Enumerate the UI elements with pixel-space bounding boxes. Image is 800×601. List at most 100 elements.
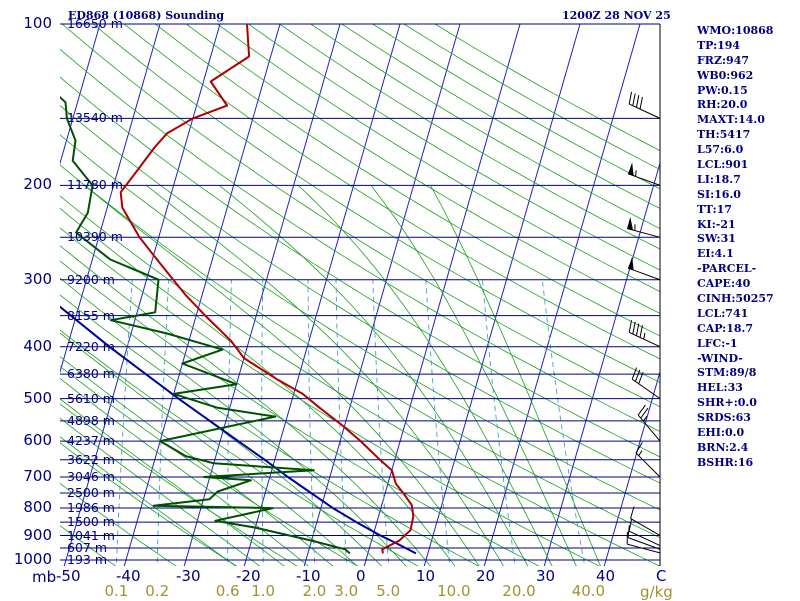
stat-item: BSHR:16 bbox=[697, 456, 800, 471]
wind-barb bbox=[632, 368, 660, 399]
isotherm-line bbox=[363, 24, 520, 571]
temperature-tick-label: 20 bbox=[476, 568, 495, 584]
mixing-ratio-tick-label: 0.1 bbox=[105, 583, 129, 599]
moist-adiabat-line bbox=[219, 185, 530, 571]
temperature-tick-label: C bbox=[656, 568, 666, 584]
stat-item: LCL:901 bbox=[697, 158, 800, 173]
pressure-tick-label: 500 bbox=[2, 390, 52, 406]
pressure-tick-label: 600 bbox=[2, 432, 52, 448]
height-label: 1986 m bbox=[67, 501, 115, 515]
temperature-tick-label: -30 bbox=[176, 568, 201, 584]
wind-barb bbox=[628, 257, 660, 280]
mixing-ratio-tick-label: 0.2 bbox=[145, 583, 169, 599]
stat-item: SRDS:63 bbox=[697, 411, 800, 426]
mixing-ratio-tick-label: 1.0 bbox=[251, 583, 275, 599]
stat-item: CAPE:40 bbox=[697, 277, 800, 292]
stat-item: -WIND- bbox=[697, 352, 800, 367]
moist-adiabat-line bbox=[0, 185, 363, 571]
height-label: 193 m bbox=[67, 553, 107, 567]
height-label: 10390 m bbox=[67, 230, 123, 244]
stat-item: STM:89/8 bbox=[697, 366, 800, 381]
height-label: 9200 m bbox=[67, 273, 115, 287]
height-label: 3622 m bbox=[67, 453, 115, 467]
moist-adiabat-line bbox=[0, 185, 411, 571]
isotherm-line bbox=[423, 24, 580, 571]
stat-item: MAXT:14.0 bbox=[697, 113, 800, 128]
temperature-tick-label: 10 bbox=[416, 568, 435, 584]
pressure-tick-label: 800 bbox=[2, 499, 52, 515]
height-label: 16650 m bbox=[67, 17, 123, 31]
height-label: 11780 m bbox=[67, 178, 123, 192]
pressure-tick-label: 900 bbox=[2, 527, 52, 543]
stat-item: LCL:741 bbox=[697, 307, 800, 322]
moist-adiabat-line bbox=[146, 185, 506, 571]
temperature-tick-label: -50 bbox=[56, 568, 81, 584]
pressure-tick-label: 100 bbox=[2, 15, 52, 31]
dry-adiabat-line bbox=[0, 24, 792, 571]
height-label: 6380 m bbox=[67, 367, 115, 381]
stat-item: LI:18.7 bbox=[697, 173, 800, 188]
mixing-ratio-tick-label: 2.0 bbox=[303, 583, 327, 599]
mixing-ratio-tick-label: 20.0 bbox=[502, 583, 535, 599]
pressure-tick-label: 1000 bbox=[2, 551, 52, 567]
pressure-tick-label: 400 bbox=[2, 338, 52, 354]
stat-item: CAP:18.7 bbox=[697, 322, 800, 337]
stat-item: LFC:-1 bbox=[697, 337, 800, 352]
pressure-tick-label: 200 bbox=[2, 176, 52, 192]
wind-barb bbox=[629, 92, 660, 119]
pressure-tick-label: 700 bbox=[2, 468, 52, 484]
height-label: 3046 m bbox=[67, 470, 115, 484]
mixing-ratio-tick-label: 40.0 bbox=[572, 583, 605, 599]
stat-item: EHI:0.0 bbox=[697, 426, 800, 441]
stat-item: SI:16.0 bbox=[697, 188, 800, 203]
stat-item: KI:-21 bbox=[697, 218, 800, 233]
stat-item: -PARCEL- bbox=[697, 262, 800, 277]
parcel-path-line bbox=[0, 57, 416, 554]
wind-barb bbox=[628, 162, 660, 185]
moist-adiabat-line bbox=[371, 185, 579, 571]
stat-item: BRN:2.4 bbox=[697, 441, 800, 456]
stat-item: HEL:33 bbox=[697, 381, 800, 396]
mixing-ratio-tick-label: 5.0 bbox=[376, 583, 400, 599]
height-label: 2500 m bbox=[67, 486, 115, 500]
temperature-tick-label: 30 bbox=[536, 568, 555, 584]
height-label: 8155 m bbox=[67, 309, 115, 323]
wind-barb bbox=[631, 507, 660, 536]
dewpoint-line bbox=[4, 24, 350, 553]
stat-item: WB0:962 bbox=[697, 69, 800, 84]
mixing-ratio-line bbox=[542, 280, 585, 572]
isotherm-line bbox=[303, 24, 460, 571]
dry-adiabat-line bbox=[0, 24, 306, 571]
moist-adiabat-line bbox=[0, 185, 387, 571]
height-label: 13540 m bbox=[67, 111, 123, 125]
stat-item: L57:6.0 bbox=[697, 143, 800, 158]
stat-item: SW:31 bbox=[697, 232, 800, 247]
pressure-tick-label: 300 bbox=[2, 271, 52, 287]
pressure-unit-label: mb bbox=[32, 568, 56, 586]
stat-item: PW:0.15 bbox=[697, 84, 800, 99]
stat-item: CINH:50257 bbox=[697, 292, 800, 307]
height-label: 4898 m bbox=[67, 414, 115, 428]
stat-item: EI:4.1 bbox=[697, 247, 800, 262]
stat-item: WMO:10868 bbox=[697, 24, 800, 39]
stat-item: RH:20.0 bbox=[697, 98, 800, 113]
mixing-ratio-unit-label: g/kg bbox=[640, 583, 673, 601]
mixing-ratio-tick-label: 10.0 bbox=[437, 583, 470, 599]
height-label: 4237 m bbox=[67, 434, 115, 448]
isotherm-line bbox=[183, 24, 340, 571]
mixing-ratio-line bbox=[426, 280, 451, 572]
stat-item: TT:17 bbox=[697, 203, 800, 218]
isotherm-line bbox=[0, 24, 40, 571]
mixing-ratio-line bbox=[262, 280, 264, 572]
mixing-ratio-tick-label: 3.0 bbox=[334, 583, 358, 599]
isotherm-line bbox=[483, 24, 640, 571]
sounding-time: 1200Z 28 NOV 25 bbox=[562, 9, 671, 22]
stat-item: TH:5417 bbox=[697, 128, 800, 143]
isotherm-line bbox=[543, 24, 700, 571]
mixing-ratio-tick-label: 0.6 bbox=[216, 583, 240, 599]
isotherm-line bbox=[123, 24, 280, 571]
height-label: 5610 m bbox=[67, 392, 115, 406]
height-label: 7220 m bbox=[67, 340, 115, 354]
